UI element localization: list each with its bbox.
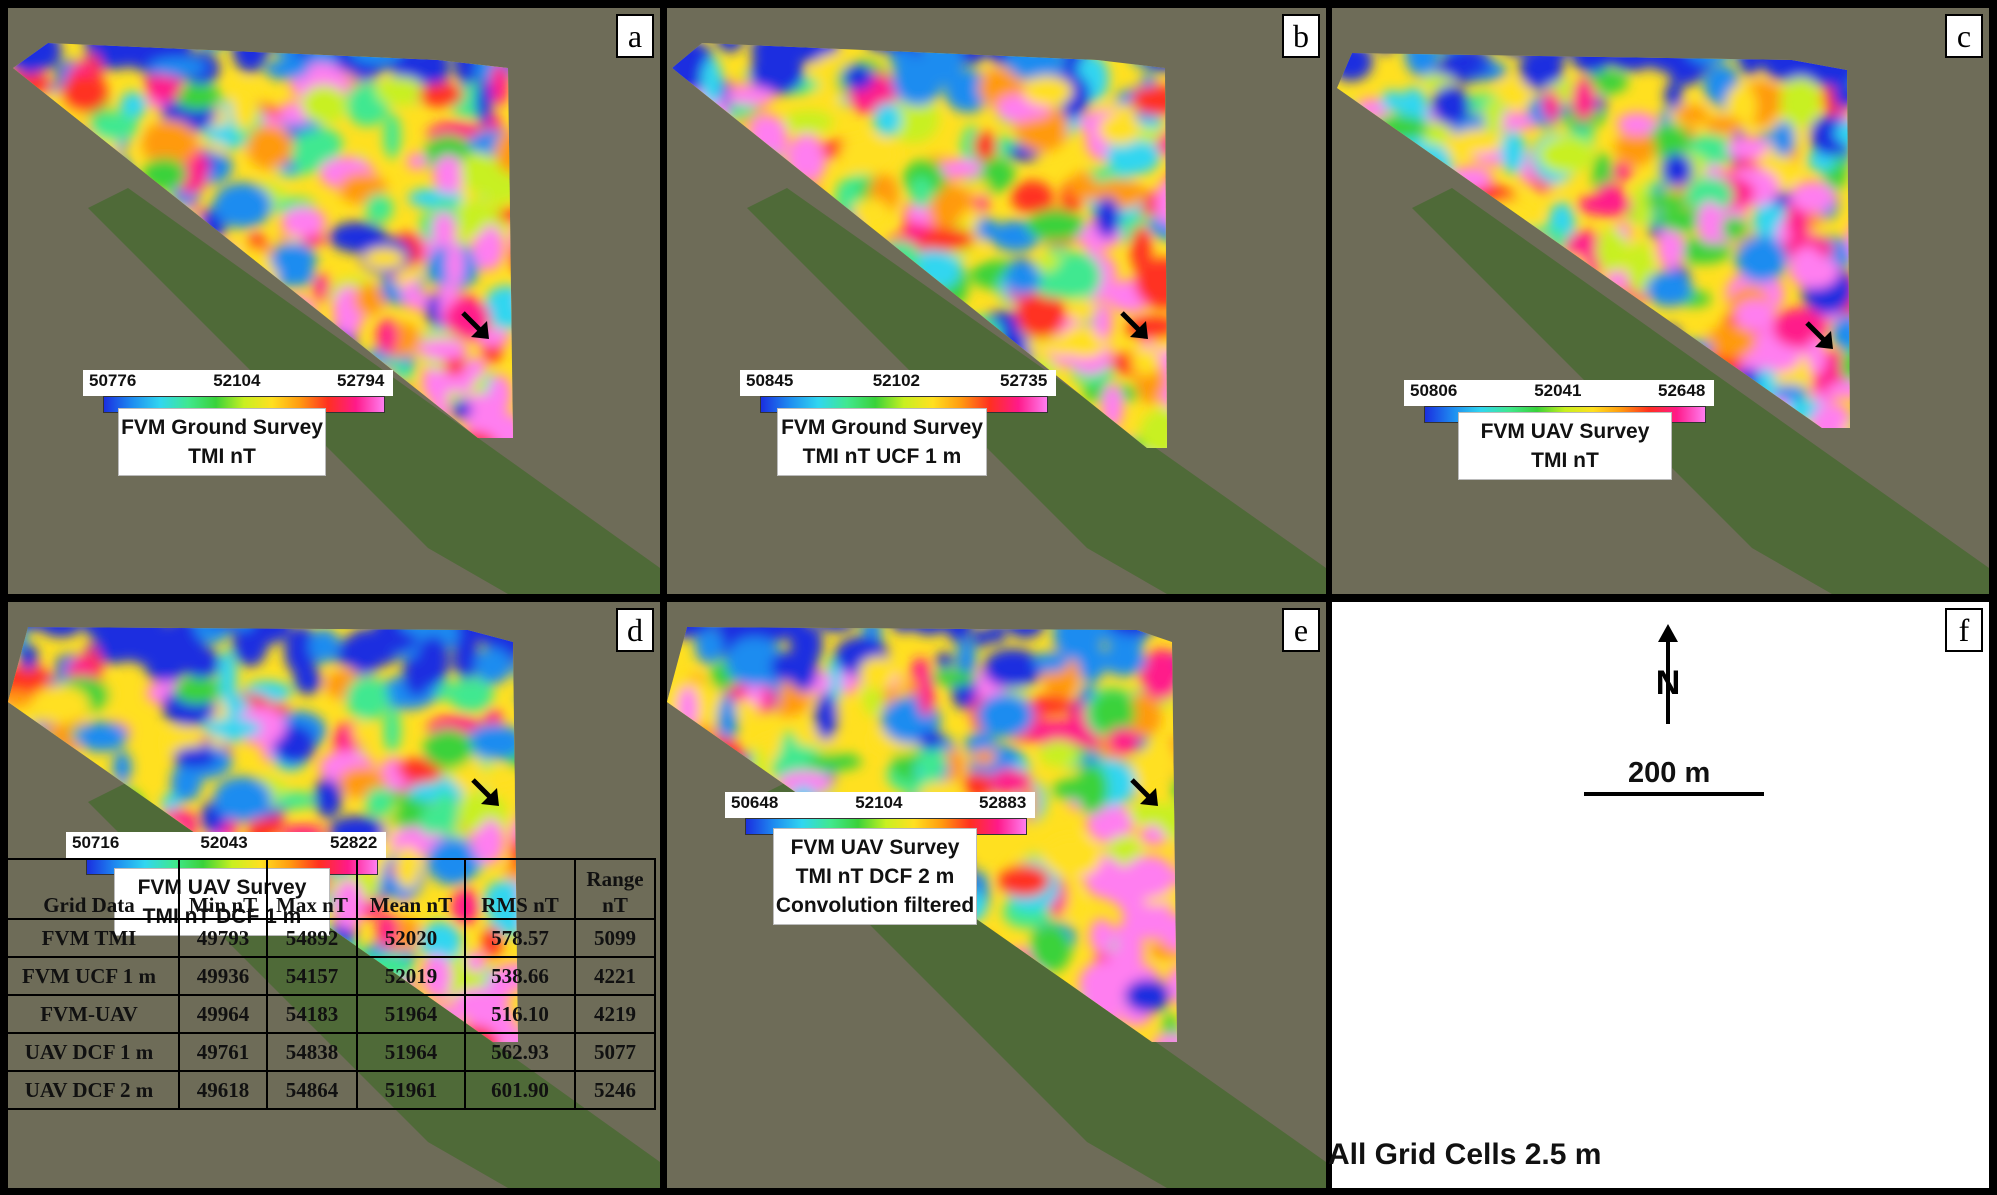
panel-letter: a: [616, 14, 654, 58]
north-label: N: [1656, 664, 1681, 702]
column-header: Max nT: [266, 858, 358, 920]
scale-bar: [1584, 792, 1764, 796]
column-header: Min nT: [178, 858, 268, 920]
table-cell: 51961: [356, 1070, 466, 1110]
table-cell: 54183: [266, 994, 358, 1034]
scale-min-label: 50648: [731, 793, 779, 812]
scale-min-label: 50716: [72, 833, 120, 852]
map-title: FVM Ground Survey TMI nT UCF 1 m: [777, 408, 987, 476]
table-cell: UAV DCF 1 m: [0, 1032, 180, 1072]
color-scale: 50845 52102 52735: [740, 370, 1056, 396]
arrow-icon: [1120, 311, 1148, 339]
table-cell: FVM TMI: [0, 918, 180, 958]
map-title: FVM UAV Survey TMI nT DCF 2 m Convolution …: [773, 828, 977, 925]
scale-mid-label: 52104: [213, 371, 261, 390]
tmi-anomaly-map: [667, 8, 1326, 594]
column-header: Mean nT: [356, 858, 466, 920]
scale-mid-label: 52041: [1534, 381, 1582, 400]
scale-min-label: 50776: [89, 371, 137, 390]
column-header: Range nT: [574, 858, 656, 920]
panel-letter: d: [616, 608, 654, 652]
table-cell: 5099: [574, 918, 656, 958]
color-scale: 50806 52041 52648: [1404, 380, 1714, 406]
scale-max-label: 52822: [330, 833, 378, 852]
table-cell: 49618: [178, 1070, 268, 1110]
map-panel-b: b 50845 52102 52735 FVM Ground Survey TMI nT …: [667, 8, 1326, 594]
table-cell: 54157: [266, 956, 358, 996]
map-title: FVM Ground Survey TMI nT: [118, 408, 326, 476]
table-cell: 4221: [574, 956, 656, 996]
table-cell: 4219: [574, 994, 656, 1034]
panel-letter: e: [1282, 608, 1320, 652]
table-cell: 52019: [356, 956, 466, 996]
table-cell: 538.66: [464, 956, 576, 996]
scale-mid-label: 52043: [200, 833, 248, 852]
table-cell: 52020: [356, 918, 466, 958]
scale-max-label: 52794: [337, 371, 385, 390]
table-cell: 578.57: [464, 918, 576, 958]
map-panel-c: c 50806 52041 52648 FVM UAV Survey TMI nT: [1332, 8, 1989, 594]
map-panel-e: e 50648 52104 52883 FVM UAV Survey TMI nT DCF…: [667, 602, 1326, 1188]
color-scale: 50776 52104 52794: [83, 370, 393, 396]
table-cell: 5246: [574, 1070, 656, 1110]
arrow-icon: [471, 778, 499, 806]
scale-mid-label: 52104: [855, 793, 903, 812]
table-cell: 562.93: [464, 1032, 576, 1072]
column-header: Grid Data: [0, 858, 180, 920]
table-row: UAV DCF 1 m 49761 54838 51964 562.93 5077: [0, 1032, 656, 1072]
arrow-icon: [461, 311, 489, 339]
grid-cell-note: All Grid Cells 2.5 m: [1328, 1138, 1602, 1171]
scale-mid-label: 52102: [872, 371, 920, 390]
table-cell: 54864: [266, 1070, 358, 1110]
scale-min-label: 50845: [746, 371, 794, 390]
table-cell: 49793: [178, 918, 268, 958]
table-cell: FVM-UAV: [0, 994, 180, 1034]
color-scale: 50716 52043 52822: [66, 832, 386, 858]
panel-letter: b: [1282, 14, 1320, 58]
table-cell: 516.10: [464, 994, 576, 1034]
table-cell: 54892: [266, 918, 358, 958]
table-cell: 51964: [356, 994, 466, 1034]
map-title: FVM UAV Survey TMI nT: [1458, 412, 1672, 480]
scale-max-label: 52648: [1658, 381, 1706, 400]
column-header: RMS nT: [464, 858, 576, 920]
table-cell: 51964: [356, 1032, 466, 1072]
legend-panel: f N: [1332, 602, 1989, 1188]
table-row: FVM-UAV 49964 54183 51964 516.10 4219: [0, 994, 656, 1034]
panel-letter: c: [1945, 14, 1983, 58]
scale-bar-label: 200 m: [1628, 757, 1711, 789]
table-cell: UAV DCF 2 m: [0, 1070, 180, 1110]
arrow-icon: [1130, 778, 1158, 806]
table-row: FVM UCF 1 m 49936 54157 52019 538.66 4221: [0, 956, 656, 996]
color-scale: 50648 52104 52883: [725, 792, 1035, 818]
table-cell: 49761: [178, 1032, 268, 1072]
tmi-anomaly-map: [1332, 8, 1989, 594]
scale-max-label: 52735: [1000, 371, 1048, 390]
table-cell: 5077: [574, 1032, 656, 1072]
panel-letter: f: [1945, 608, 1983, 652]
table-cell: FVM UCF 1 m: [0, 956, 180, 996]
table-cell: 601.90: [464, 1070, 576, 1110]
table-row: FVM TMI 49793 54892 52020 578.57 5099: [0, 918, 656, 958]
stats-table: Grid Data Min nT Max nT Mean nT RMS nT R…: [0, 858, 656, 1110]
table-cell: 49936: [178, 956, 268, 996]
scale-max-label: 52883: [979, 793, 1027, 812]
table-row: UAV DCF 2 m 49618 54864 51961 601.90 5246: [0, 1070, 656, 1110]
tmi-anomaly-map: [8, 8, 660, 594]
tmi-anomaly-map: [667, 602, 1326, 1188]
table-cell: 49964: [178, 994, 268, 1034]
scale-min-label: 50806: [1410, 381, 1458, 400]
north-arrow-icon: N: [1656, 624, 1681, 724]
arrow-icon: [1805, 321, 1833, 349]
table-cell: 54838: [266, 1032, 358, 1072]
map-panel-a: a 50776 52104 52794 FVM Ground Survey TMI nT: [8, 8, 660, 594]
